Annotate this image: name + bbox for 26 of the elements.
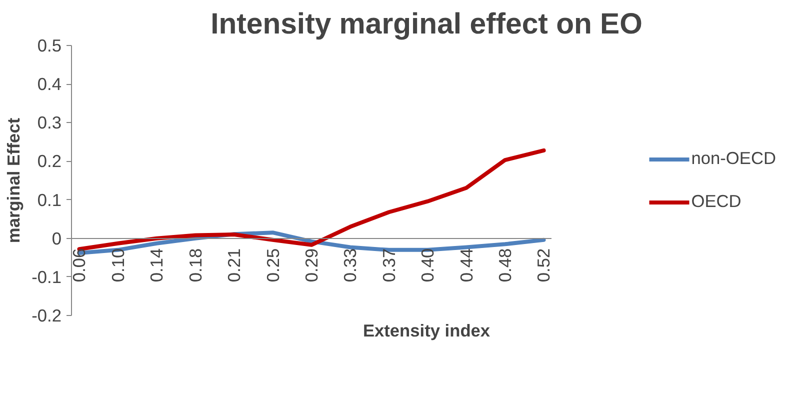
x-tick-label: 0.14 [146, 248, 167, 282]
legend-label: OECD [691, 191, 742, 212]
x-tick-label: 0.06 [69, 248, 90, 282]
y-tick-label: 0.5 [37, 36, 62, 56]
x-tick-label: 0.33 [340, 248, 360, 282]
x-tick-label: 0.37 [378, 248, 399, 282]
legend-label: non-OECD [691, 148, 776, 169]
x-axis-title: Extensity index [362, 320, 490, 340]
y-tick-label: -0.2 [32, 306, 62, 326]
x-tick-label: 0.25 [262, 248, 283, 282]
x-tick-label: 0.44 [456, 248, 476, 282]
x-tick-label: 0.52 [534, 248, 554, 282]
y-tick-label: 0 [52, 228, 62, 248]
x-tick-label: 0.40 [418, 248, 438, 282]
x-tick-label: 0.48 [495, 248, 516, 282]
x-tick-label: 0.18 [185, 248, 206, 282]
x-tick-label: 0.29 [302, 248, 322, 282]
y-tick-label: 0.3 [37, 112, 62, 133]
y-axis-title: marginal Effect [4, 118, 24, 244]
y-tick-label: 0.4 [37, 74, 62, 94]
chart-title: Intensity marginal effect on EO [210, 8, 642, 40]
y-tick-label: 0.2 [37, 151, 62, 172]
x-tick-label: 0.10 [108, 248, 128, 282]
y-tick-label: -0.1 [32, 266, 62, 287]
y-tick-label: 0.1 [37, 190, 62, 210]
x-tick-label: 0.21 [224, 248, 244, 282]
